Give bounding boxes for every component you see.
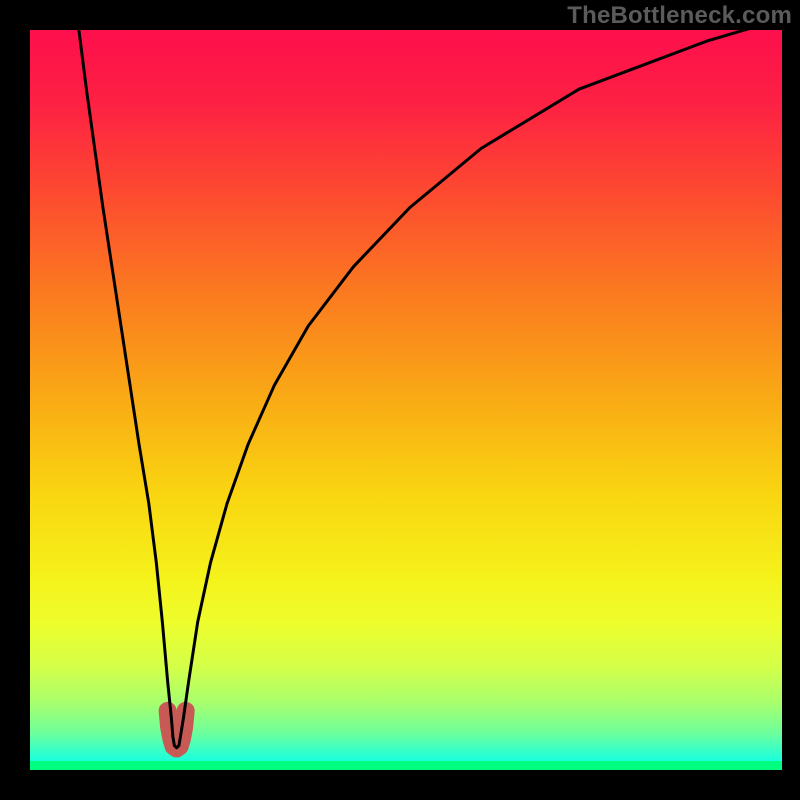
- watermark-label: TheBottleneck.com: [567, 2, 792, 30]
- gradient-background: [30, 30, 782, 770]
- gradient-and-curve-svg: [30, 30, 782, 770]
- outer-frame: TheBottleneck.com: [0, 0, 800, 800]
- chart-plot-area: [30, 30, 782, 770]
- bottom-green-band: [30, 761, 782, 770]
